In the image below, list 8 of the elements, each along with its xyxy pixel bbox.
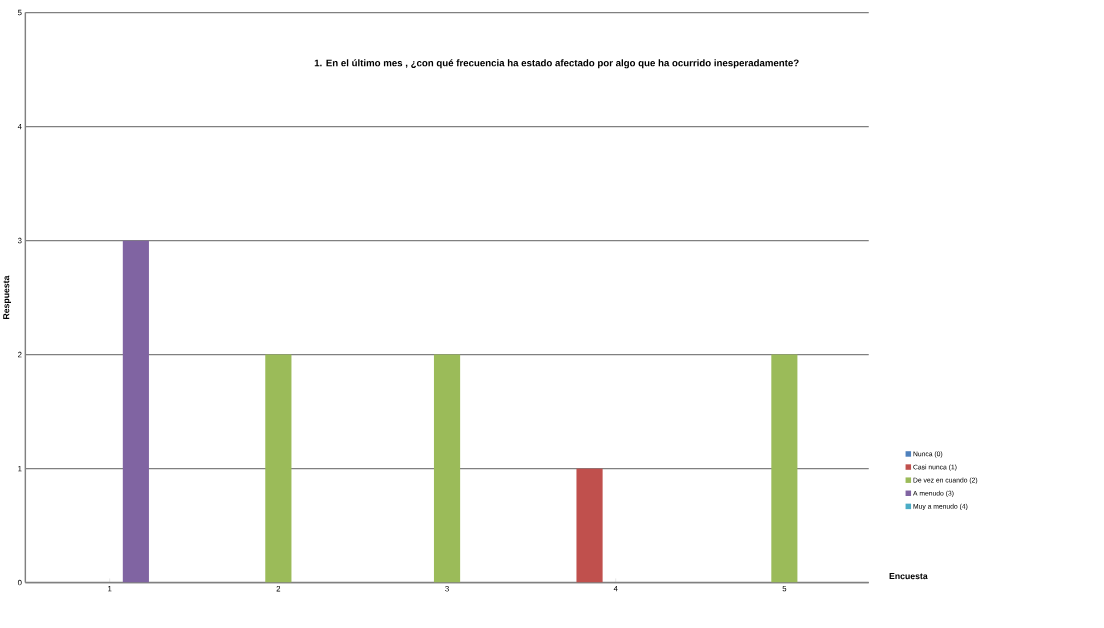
bar xyxy=(576,468,603,583)
bar xyxy=(122,240,149,583)
y-axis-title: Respuesta xyxy=(3,275,11,319)
bar xyxy=(265,354,292,583)
x-axis-title: Encuesta xyxy=(889,573,928,580)
text: 1. En el último mes , ¿con qué frecuencia ha estado afectado por algo que ha ocurrido inesperadamente? xyxy=(314,59,799,69)
bar xyxy=(771,354,798,583)
bar xyxy=(433,354,461,583)
